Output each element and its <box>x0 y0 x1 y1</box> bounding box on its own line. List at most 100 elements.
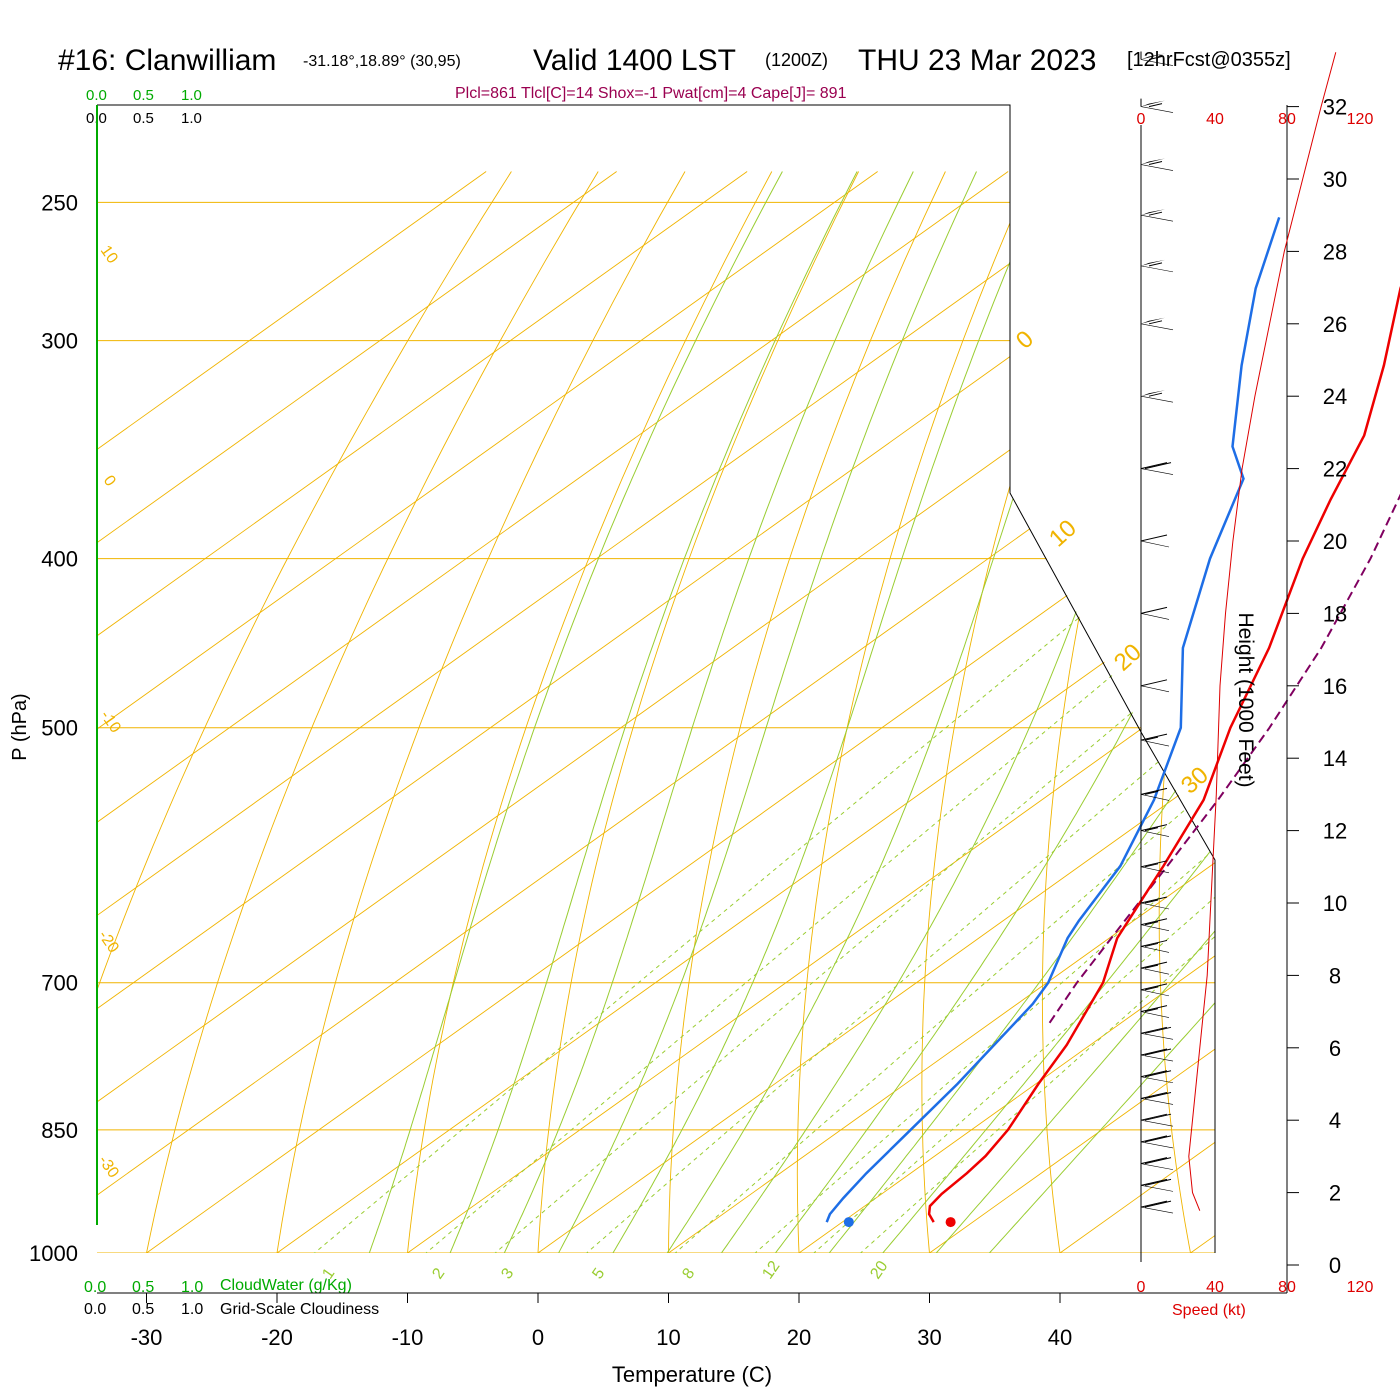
wind-barb <box>1140 677 1170 693</box>
moist-adiabat-line <box>433 171 858 1253</box>
barb-low-level-line <box>1140 902 1170 910</box>
moist-adiabat-line <box>799 171 1215 1253</box>
barb-half <box>1148 392 1163 397</box>
surface-dewpoint-dot <box>843 1217 854 1228</box>
wind-barb <box>1140 257 1174 273</box>
pressure-tick-label: 400 <box>41 547 78 572</box>
barb-low-level-line <box>1140 613 1170 620</box>
barb-full <box>1140 606 1168 614</box>
valid-date: THU 23 Mar 2023 <box>858 44 1096 77</box>
barb-half <box>1144 790 1159 795</box>
barb-low-level-line <box>1140 1076 1174 1084</box>
barb-full <box>1144 1200 1172 1208</box>
barb-pennant <box>1141 259 1165 266</box>
cloudwater-tick-top: 0.0 <box>86 87 107 104</box>
wind-barb <box>1140 605 1170 620</box>
wind-barb <box>1140 981 1170 997</box>
barb-full <box>1140 824 1168 832</box>
mixing-ratio-line <box>835 558 1215 1253</box>
barb-full <box>1140 1157 1168 1165</box>
isotherm-line <box>877 171 1215 1253</box>
y-axis-title: P (hPa) <box>9 693 31 760</box>
pressure-tick-label: 250 <box>41 190 78 215</box>
barb-full <box>1140 1091 1168 1099</box>
height-axis-title: Height (1000 Feet) <box>1234 612 1257 787</box>
background-lines <box>97 171 1215 1253</box>
speed-tick-bottom: 80 <box>1278 1279 1296 1296</box>
barb-low-level-line <box>1140 540 1170 548</box>
height-tick-label: 32 <box>1323 95 1347 120</box>
mixing-ratio-label: 12 <box>759 1258 783 1282</box>
moist-adiabat-line <box>903 171 1215 1253</box>
barb-full <box>1140 1070 1168 1078</box>
barb-low-level-line <box>1140 1119 1174 1127</box>
isotherm-line <box>97 171 1215 1253</box>
isotherm-label: 10 <box>97 243 121 267</box>
dry-adiabat-line <box>668 171 946 1253</box>
surface-temperature-dot <box>945 1217 956 1228</box>
wind-barb <box>1140 1133 1174 1149</box>
cloudiness-tick-bottom: 0.5 <box>132 1301 154 1318</box>
moist-adiabat-line <box>355 171 783 1253</box>
cloudiness-tick-bottom: 1.0 <box>181 1301 203 1318</box>
x-tick-label: 10 <box>656 1325 680 1350</box>
barb-low-level-line <box>1140 1185 1174 1192</box>
height-tick-label: 20 <box>1323 529 1347 554</box>
wind-barb <box>1140 315 1174 331</box>
barb-pennant <box>1141 390 1165 397</box>
height-tick-label: 16 <box>1323 674 1347 699</box>
mixing-ratio-line <box>468 558 1215 1253</box>
barb-half <box>1148 161 1163 166</box>
barb-low-level-line <box>1140 1011 1170 1018</box>
barb-full <box>1140 462 1168 470</box>
barb-full <box>1140 860 1168 868</box>
wind-barb <box>1140 1068 1174 1084</box>
barb-half <box>1144 986 1159 991</box>
isotherm-label: -30 <box>95 1153 122 1182</box>
station-title: #16: Clanwilliam <box>58 44 276 77</box>
valid-time: Valid 1400 LST <box>533 44 736 77</box>
pressure-tick-label: 300 <box>41 329 78 354</box>
height-tick-label: 8 <box>1329 963 1341 988</box>
barb-low-level-line <box>1140 1206 1174 1214</box>
speed-tick-top: 80 <box>1278 111 1296 128</box>
wind-barb <box>1140 207 1174 222</box>
isotherm-label: -10 <box>97 708 124 737</box>
speed-axis-title: Speed (kt) <box>1172 1302 1246 1319</box>
x-tick-label: 20 <box>787 1325 811 1350</box>
barb-low-level-line <box>1140 830 1170 837</box>
barb-full <box>1140 1005 1168 1013</box>
isotherm-line <box>97 171 1215 1253</box>
height-tick-label: 24 <box>1323 384 1347 409</box>
speed-tick-top: 120 <box>1347 111 1374 128</box>
parcel-curve <box>1048 493 1400 1024</box>
isotherm-line <box>97 171 748 1253</box>
barb-full <box>1140 1135 1168 1143</box>
cloudiness-axis-label: Grid-Scale Cloudiness <box>220 1301 379 1318</box>
wind-barb <box>1140 858 1170 874</box>
moist-adiabat-line <box>590 171 1050 1253</box>
wind-barb <box>1140 786 1170 801</box>
barb-low-level-line <box>1140 164 1174 171</box>
barb-half <box>1144 921 1159 926</box>
mixing-ratio-line <box>729 558 1215 1253</box>
barb-full <box>1144 1135 1172 1143</box>
isotherm-line <box>97 171 1215 1253</box>
pressure-tick-label: 850 <box>41 1118 78 1143</box>
dry-adiabat-line <box>535 171 860 1253</box>
barb-low-level-line <box>1140 1141 1174 1149</box>
speed-tick-top: 0 <box>1137 111 1146 128</box>
isotherm-label-right: 0 <box>1011 325 1039 354</box>
speed-tick-bottom: 0 <box>1137 1279 1146 1296</box>
barb-low-level-line <box>1140 214 1174 222</box>
barb-full <box>1140 1178 1168 1186</box>
barb-half <box>1148 103 1163 108</box>
isotherm-line <box>97 171 617 1253</box>
barb-low-level-line <box>1140 468 1174 475</box>
isotherm-line <box>1138 171 1215 1253</box>
isotherm-line <box>97 171 1009 1253</box>
barb-low-level-line <box>1140 1163 1174 1170</box>
temperature-curve <box>927 286 1400 1223</box>
